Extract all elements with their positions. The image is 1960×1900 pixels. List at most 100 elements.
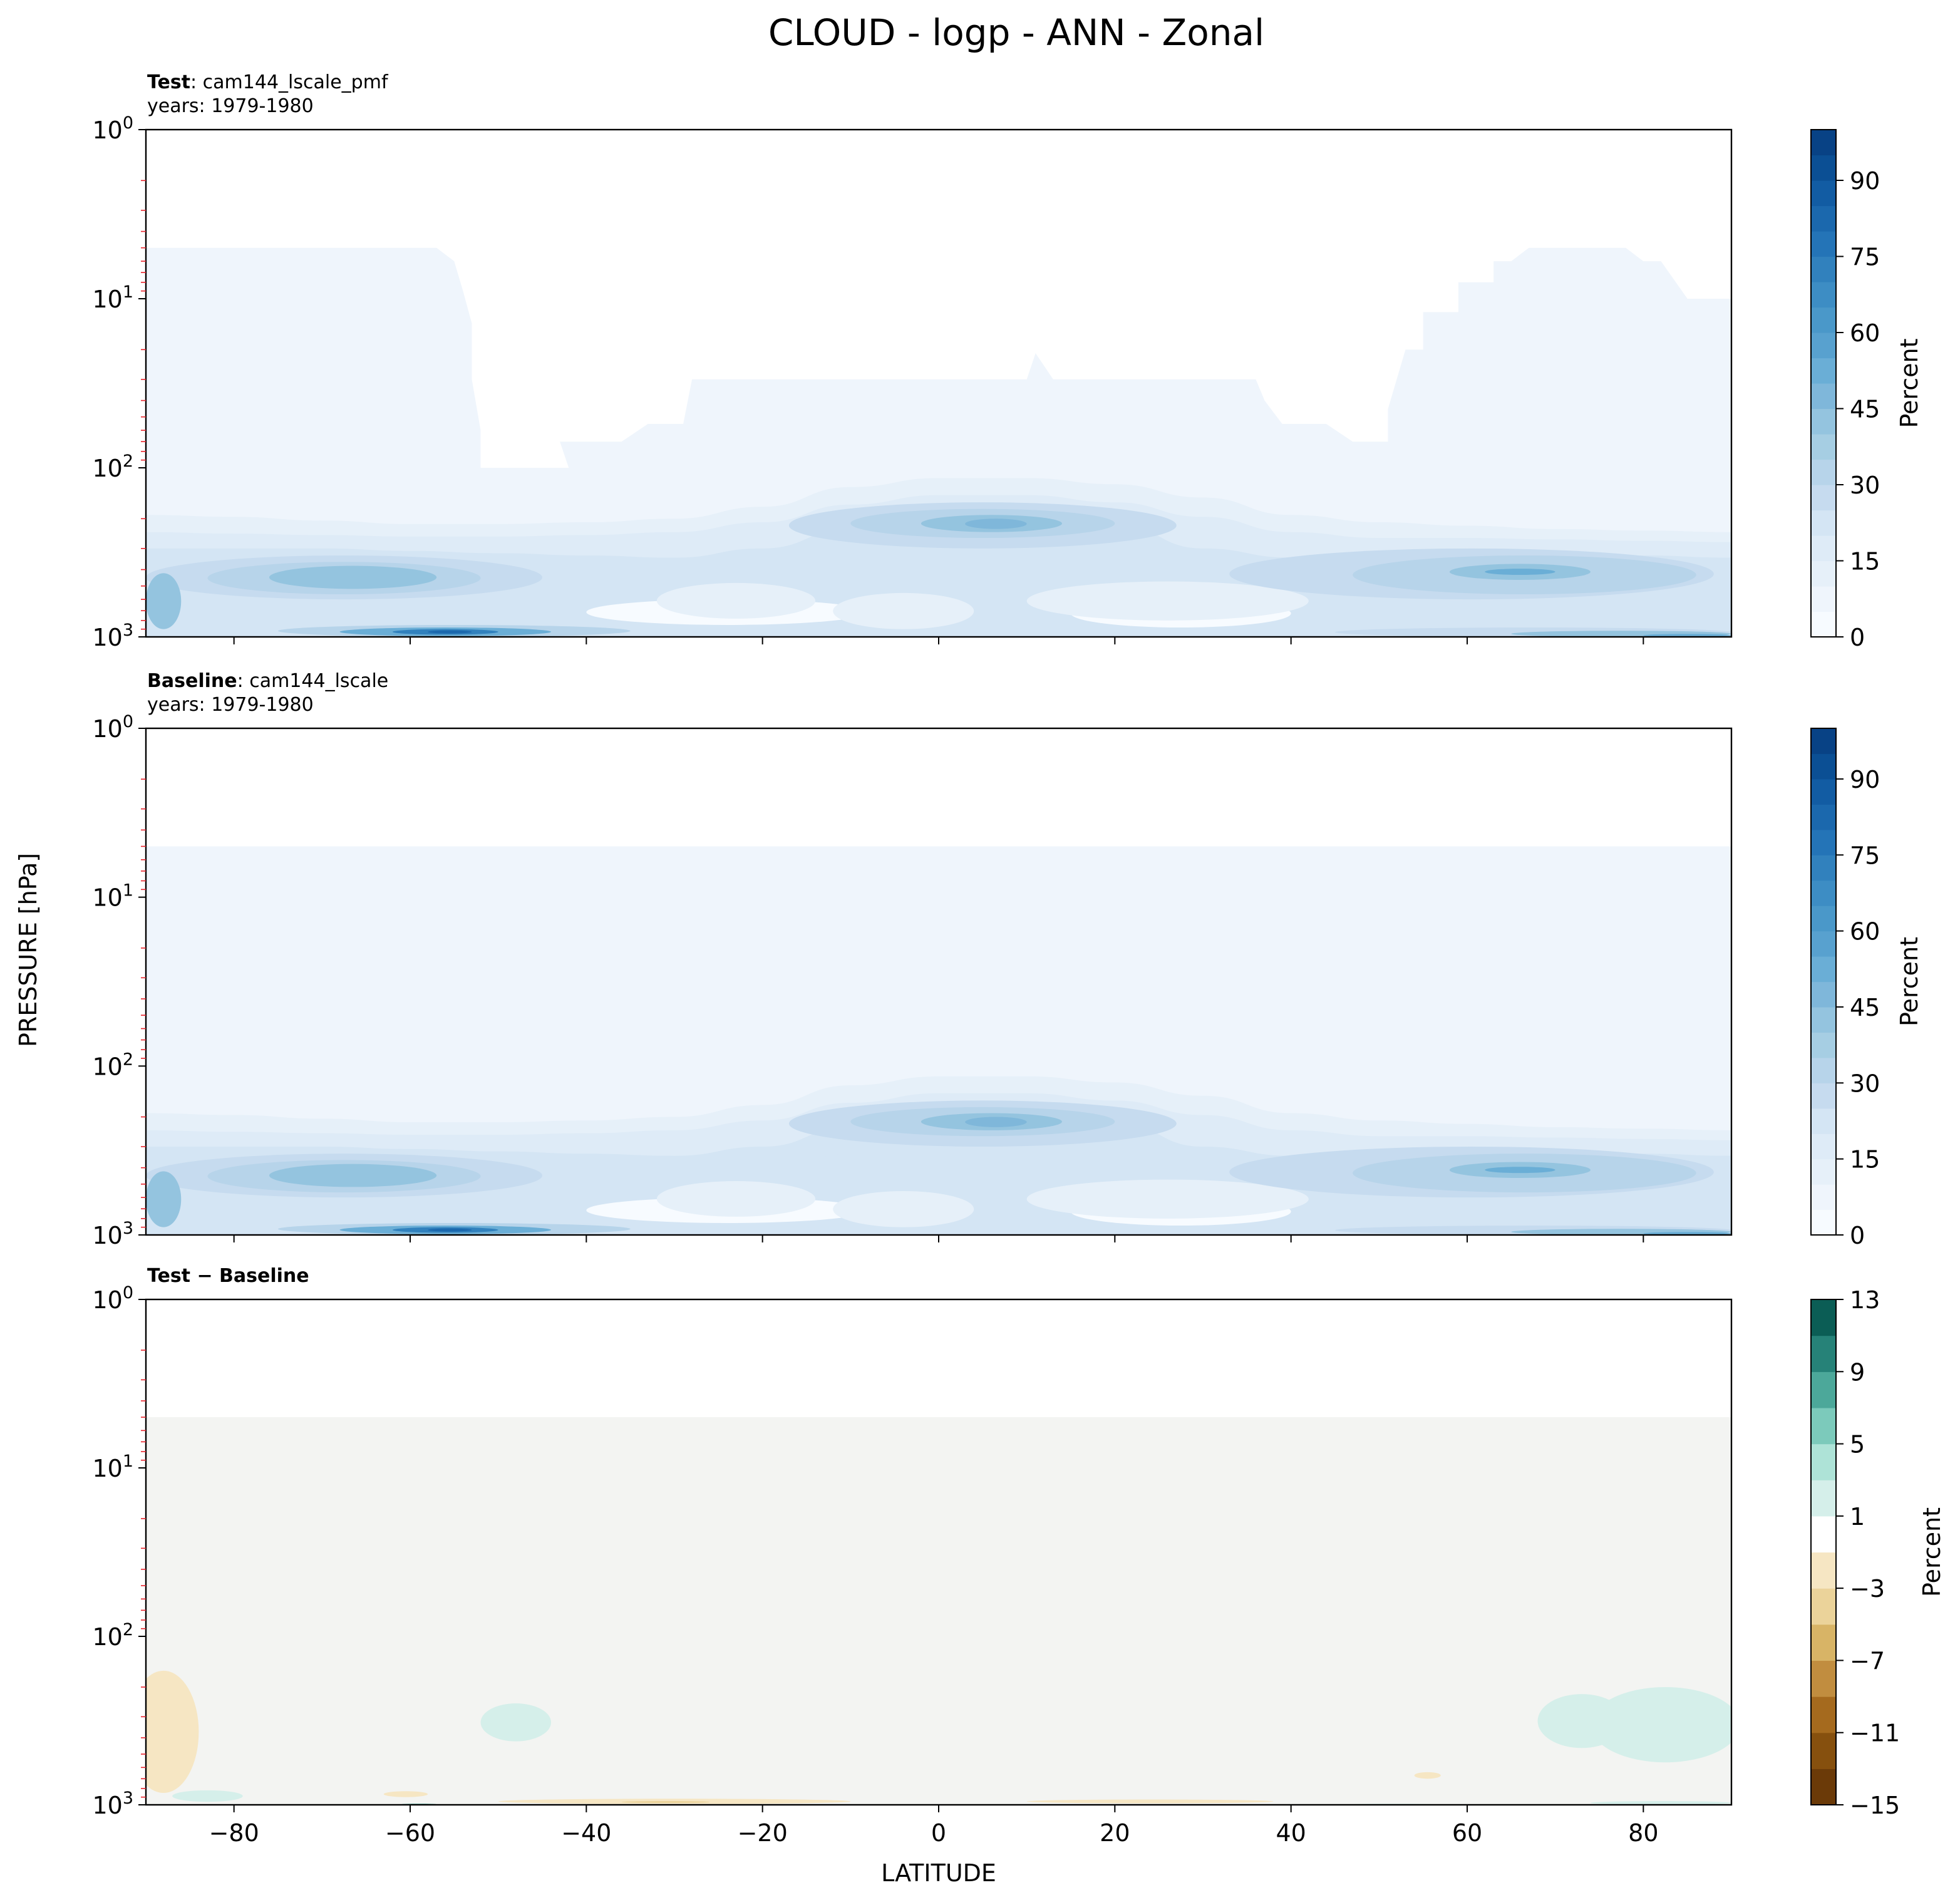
colorbar-swatch [1811,1032,1836,1058]
x-tick-label: 80 [1628,1819,1658,1847]
colorbar-swatch [1811,130,1836,156]
colorbar-swatch [1811,931,1836,957]
colorbar-tick-label: 90 [1850,167,1880,195]
colorbar-swatch [1811,358,1836,384]
colorbar: −15 −11 −7 −3 1 5 9 13 Percent [1810,1286,1946,1819]
colorbar-swatch [1811,1696,1836,1733]
x-axis-label: LATITUDE [881,1859,996,1887]
colorbar-swatch [1811,728,1836,755]
colorbar-tick-label: −3 [1850,1575,1885,1603]
panel-baseline: 100 101 102 103 Baseline: cam144_lscaleyears… [92,670,1923,1249]
colorbar-swatch [1811,906,1836,932]
panel-title-rest: : cam144_lscale_pmf [190,71,389,93]
colorbar-swatch [1811,1299,1836,1336]
contour-south-surf-4 [428,1228,472,1232]
colorbar-tick-label: 60 [1850,319,1880,347]
panel-title-rest: : cam144_lscale [237,670,389,692]
colorbar-swatch [1811,1159,1836,1185]
colorbar-tick-label: 9 [1850,1358,1865,1386]
colorbar-swatch [1811,1133,1836,1160]
contour-south-mid-3 [269,1164,437,1187]
colorbar-swatch [1811,1407,1836,1445]
colorbar-swatch [1811,180,1836,207]
colorbar-tick-label: 15 [1850,1146,1880,1174]
colorbar-tick-label: 75 [1850,244,1880,271]
x-tick-label: −40 [561,1819,611,1847]
contour-clear-north-2 [1026,1179,1309,1219]
panel-subtitle: years: 1979-1980 [147,95,314,117]
colorbar-tick-label: 13 [1850,1286,1880,1314]
y-tick-label: 102 [92,452,133,482]
colorbar-swatch [1811,1108,1836,1134]
contour-pos-north-2 [1590,1686,1731,1763]
contour-clear-south-3 [656,1181,816,1217]
colorbar-swatch [1811,485,1836,511]
x-tick-label: 0 [931,1819,946,1847]
colorbar-frame [1810,129,1837,638]
colorbar-swatch [1811,231,1836,257]
contour-neg-north-2 [1414,1772,1441,1779]
colorbar-swatch [1811,1006,1836,1033]
colorbar-label: Percent [1896,937,1923,1026]
x-tick-label: −80 [209,1819,259,1847]
y-tick-label: 102 [92,1620,133,1651]
colorbar-swatch [1811,535,1836,562]
contour-clear-south-2 [833,592,974,629]
panel-test: 100 101 102 103 Test: cam144_lscale_pmfyears… [92,71,1923,651]
contour-neg-south-pole [146,1670,199,1793]
colorbar: 0 15 30 45 60 75 90 Percent [1810,129,1923,651]
colorbar-swatch [1811,1083,1836,1109]
contour-pos-south [480,1703,552,1742]
colorbar-frame [1810,1299,1837,1805]
colorbar-swatch [1811,333,1836,359]
colorbar-swatch [1811,1057,1836,1083]
colorbar-swatch [1811,804,1836,830]
colorbar-tick-label: 5 [1850,1431,1865,1459]
colorbar-swatch [1811,753,1836,780]
contour-clear-south-3 [656,582,816,619]
colorbar-tick-label: 0 [1850,1222,1865,1249]
colorbar-swatch [1811,1515,1836,1553]
colorbar-frame [1810,728,1837,1236]
colorbar-tick-label: 90 [1850,766,1880,793]
colorbar-swatch [1811,1732,1836,1769]
panel-title-bold: Test − Baseline [147,1265,309,1287]
contour-north-mid-4 [1485,1167,1555,1174]
y-tick-label: 101 [92,1452,133,1482]
colorbar-swatch [1811,1371,1836,1408]
contour-south-edge [146,1171,182,1227]
y-tick-label: 100 [92,113,133,144]
colorbar-swatch [1811,611,1836,638]
colorbar-tick-label: −15 [1850,1792,1900,1819]
panel-title-bold: Baseline [147,670,237,692]
colorbar-swatch [1811,307,1836,333]
x-tick-label: 20 [1100,1819,1130,1847]
colorbar-label: Percent [1896,339,1923,428]
colorbar-swatch [1811,586,1836,612]
contour-neg-north [1026,1799,1274,1804]
colorbar-swatch [1811,560,1836,587]
colorbar-swatch [1811,282,1836,308]
contour-south-edge [146,573,182,629]
colorbar-swatch [1811,981,1836,1008]
panel-title-bold: Test [147,71,190,93]
heatmap-field [146,728,1731,1235]
colorbar-swatch [1811,1624,1836,1661]
colorbar-tick-label: 0 [1850,624,1865,651]
colorbar-swatch [1811,434,1836,460]
colorbar-tick-label: 45 [1850,994,1880,1021]
contour-neg-south-core [621,1801,710,1804]
colorbar-swatch [1811,855,1836,881]
contour-clear-south-2 [833,1190,974,1227]
x-tick-label: 60 [1452,1819,1482,1847]
colorbar-swatch [1811,510,1836,536]
contour-north-mid-4 [1485,569,1555,576]
heatmap-field [146,1299,1731,1805]
panel-title: Test: cam144_lscale_pmf [147,71,389,93]
x-tick-label: −60 [385,1819,435,1847]
colorbar-swatch [1811,1588,1836,1625]
colorbar-tick-label: 45 [1850,396,1880,423]
colorbar-swatch [1811,459,1836,485]
colorbar-tick-label: 30 [1850,472,1880,499]
